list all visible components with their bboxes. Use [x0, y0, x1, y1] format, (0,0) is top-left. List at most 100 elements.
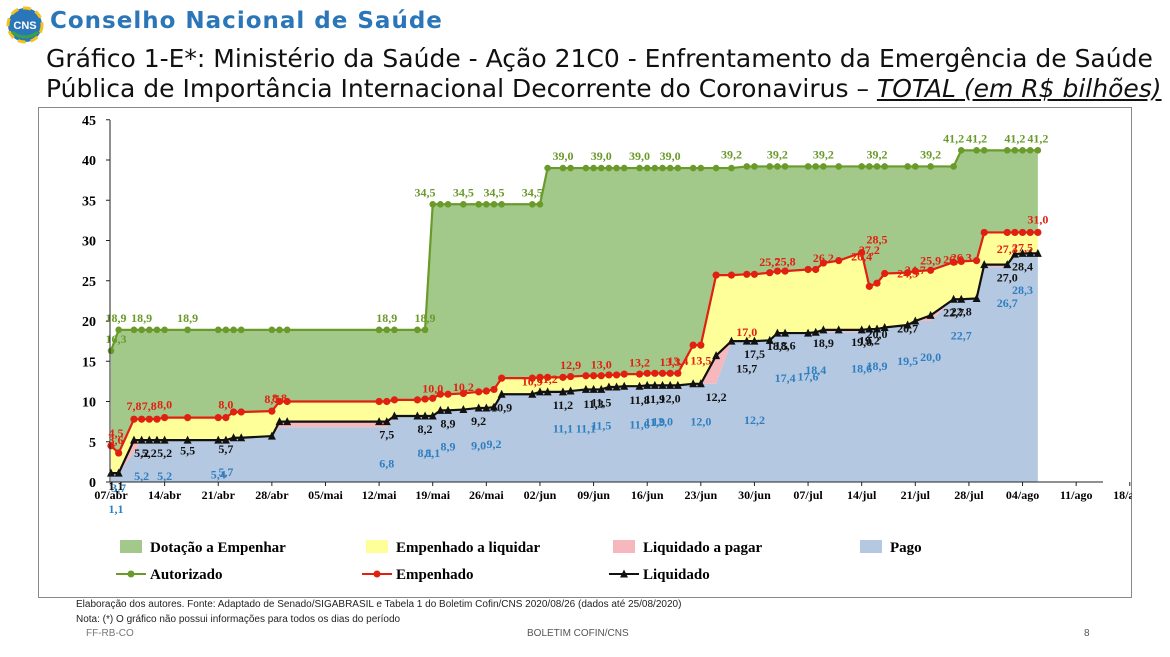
- liquidado-point: [612, 382, 621, 391]
- empenhado-point: [712, 271, 720, 279]
- liquidado-point: [727, 336, 736, 345]
- data-label-pago: 17,4: [775, 371, 796, 385]
- x-tick-label: 11/ago: [1060, 488, 1093, 502]
- data-label-pago: 9,0: [471, 439, 486, 453]
- liquidado-point: [490, 402, 498, 411]
- data-label-autorizado: 18,9: [415, 311, 436, 325]
- x-tick-label: 02/jun: [524, 488, 557, 502]
- empenhado-point: [635, 370, 644, 378]
- chart-title-unit: TOTAL (em R$ bilhões): [876, 74, 1162, 103]
- autorizado-point: [743, 163, 751, 170]
- empenhado-point: [229, 408, 238, 416]
- autorizado-point: [590, 164, 597, 172]
- liquidado-point: [819, 325, 828, 334]
- liquidado-point: [857, 325, 866, 334]
- data-label-liquidado: 27,0: [997, 271, 1018, 285]
- autorizado-point: [1034, 147, 1042, 154]
- liquidado-point: [482, 403, 491, 412]
- footer-left: FF-RB-CO: [86, 628, 134, 639]
- autorizado-point: [689, 164, 697, 172]
- empenhado-point: [620, 370, 628, 378]
- data-label-pago: 8,1: [418, 446, 433, 460]
- data-label-pago: 12,2: [744, 413, 765, 427]
- data-label-pago: 5,2: [134, 469, 149, 483]
- data-label-liquidado: 5,5: [180, 444, 195, 458]
- data-label-empenhado: 24,7: [905, 263, 926, 277]
- data-label-empenhado: 26,0: [943, 253, 964, 267]
- data-label-liquidado: 19,2: [859, 333, 880, 347]
- liquidado-point: [957, 294, 966, 303]
- empenhado-point: [222, 414, 230, 422]
- data-label-liquidado: 11,2: [553, 398, 573, 412]
- data-label-pago: 18,4: [805, 363, 826, 377]
- autorizado-point: [529, 200, 536, 208]
- empenhado-point: [383, 397, 391, 406]
- x-tick-label: 19/mai: [415, 488, 450, 502]
- empenhado-point: [904, 269, 912, 277]
- liquidado-point: [558, 387, 567, 396]
- autorizado-point: [643, 164, 651, 172]
- liquidado-point: [980, 260, 989, 269]
- empenhado-point: [727, 271, 736, 279]
- autorizado-point: [1003, 147, 1011, 154]
- empenhado-point: [536, 373, 544, 381]
- liquidado-point: [543, 387, 552, 396]
- autorizado-point: [130, 326, 138, 334]
- empenhado-point: [589, 372, 598, 380]
- autorizado-point: [437, 200, 444, 208]
- data-label-pago: 12,0: [652, 414, 673, 428]
- data-label-empenhado: 8,0: [218, 398, 233, 412]
- data-label-autorizado: 41,2: [1027, 131, 1048, 145]
- y-tick-label: 30: [82, 235, 96, 250]
- data-label-liquidado: 10,9: [491, 400, 512, 414]
- data-label-pago: 11,6: [629, 418, 649, 432]
- data-label-pago: 12,0: [690, 414, 711, 428]
- data-label-empenhado: 8,8: [272, 391, 287, 405]
- data-label-liquidado: 9,2: [471, 414, 486, 428]
- liquidado-point: [750, 336, 759, 345]
- liquidado-point: [283, 417, 292, 426]
- empenhado-point: [865, 282, 873, 290]
- legend-label-dota-o-a-empenhar: Dotação a Empenhar: [150, 540, 286, 556]
- autorizado-point: [697, 164, 705, 172]
- autorizado-point: [766, 163, 774, 170]
- liquidado-point: [689, 379, 698, 388]
- data-label-pago: 6,8: [379, 456, 394, 470]
- data-label-pago: 5,2: [157, 469, 172, 483]
- legend-swatch-liquidado-a-pagar: [613, 540, 635, 553]
- legend-label-liquidado: Liquidado: [643, 567, 710, 583]
- autorizado-point: [636, 164, 643, 172]
- autorizado-point: [138, 326, 145, 334]
- liquidado-point: [1010, 249, 1019, 258]
- empenhado-point: [1026, 228, 1034, 237]
- empenhado-point: [1011, 228, 1019, 237]
- autorizado-point: [161, 326, 168, 334]
- autorizado-point: [712, 164, 720, 172]
- empenhado-point: [444, 390, 452, 398]
- data-label-pago: 18,9: [867, 359, 888, 373]
- empenhado-point: [375, 397, 383, 406]
- empenhado-point: [666, 369, 674, 377]
- liquidado-point: [237, 433, 246, 442]
- logo-text: CNS: [13, 20, 36, 32]
- empenhado-point: [490, 385, 498, 394]
- autorizado-point: [483, 200, 490, 208]
- x-tick-label: 09/jun: [577, 488, 610, 502]
- empenhado-point: [980, 228, 988, 237]
- autorizado-point: [597, 164, 605, 172]
- data-label-empenhado: 10,0: [422, 382, 443, 396]
- liquidado-point: [911, 316, 920, 325]
- data-label-liquidado: 1,1: [109, 479, 124, 493]
- data-label-liquidado: 11,5: [591, 395, 611, 409]
- data-label-empenhado: 13,5: [690, 353, 711, 367]
- legend-marker-autorizado: [127, 570, 135, 578]
- autorizado-point: [421, 326, 429, 334]
- liquidado-point: [275, 417, 284, 426]
- empenhado-point: [153, 415, 161, 423]
- data-label-empenhado: 27,2: [859, 243, 880, 257]
- liquidado-point: [620, 381, 629, 390]
- y-tick-label: 0: [89, 476, 96, 491]
- liquidado-point: [229, 433, 238, 442]
- data-label-liquidado: 22,8: [951, 304, 972, 318]
- autorizado-point: [980, 147, 988, 154]
